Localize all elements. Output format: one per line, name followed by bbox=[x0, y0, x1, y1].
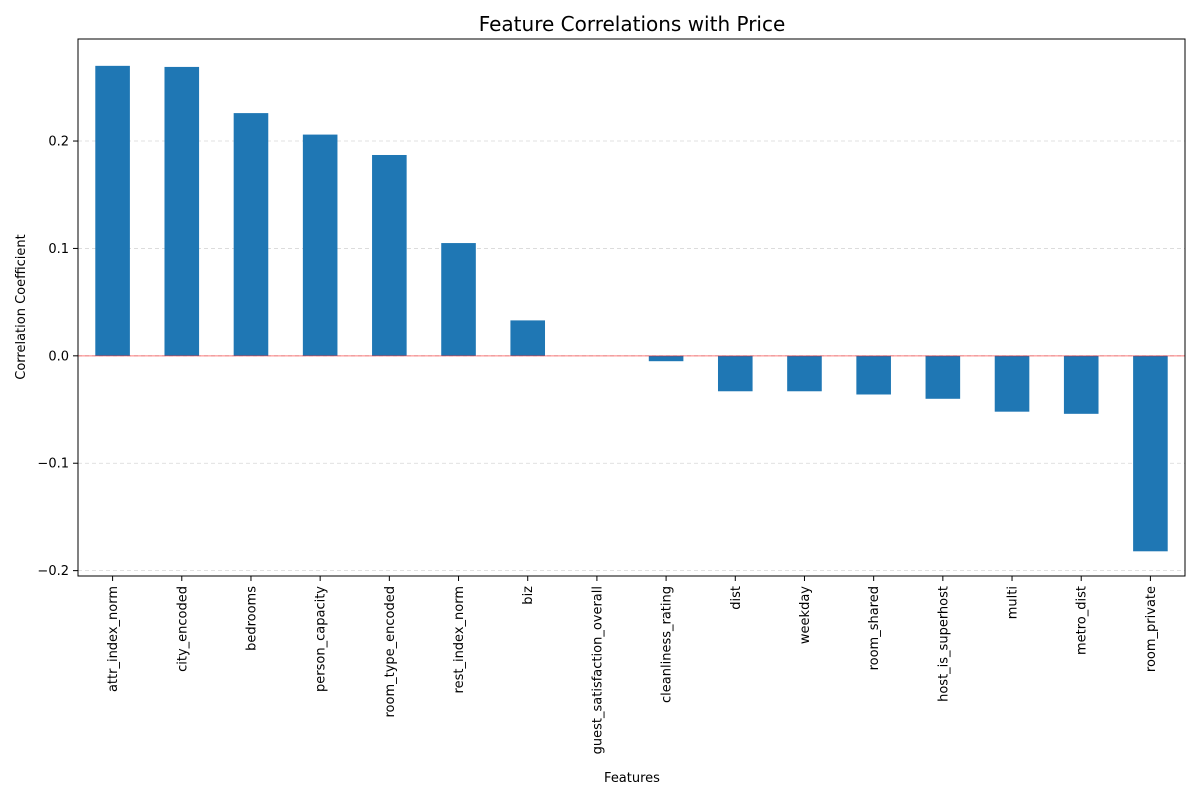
bar-bedrooms bbox=[233, 113, 269, 356]
x-tick-label: cleanliness_rating bbox=[660, 586, 675, 703]
y-tick-label: 0.0 bbox=[48, 349, 69, 364]
bar-attr_index_norm bbox=[95, 65, 130, 356]
y-axis-ticks: −0.2 −0.1 0.0 0.1 0.2 bbox=[37, 135, 78, 579]
bar-multi bbox=[994, 355, 1030, 412]
bar-room_private bbox=[1133, 355, 1168, 552]
x-tick-label: room_shared bbox=[867, 586, 882, 670]
bar-host_is_superhost bbox=[925, 355, 961, 399]
x-tick-label: dist bbox=[729, 586, 744, 610]
bar-room_shared bbox=[856, 355, 891, 395]
y-tick-label: 0.1 bbox=[48, 242, 69, 257]
x-axis-ticks: attr_index_norm city_encoded bedrooms perso… bbox=[106, 576, 1159, 754]
y-axis-label: Correlation Coefficient bbox=[14, 234, 29, 380]
bar-city_encoded bbox=[164, 66, 200, 356]
x-tick-label: guest_satisfaction_overall bbox=[590, 586, 605, 754]
bar-person_capacity bbox=[302, 134, 338, 356]
x-tick-label: person_capacity bbox=[314, 586, 329, 692]
x-tick-label: city_encoded bbox=[175, 586, 190, 672]
bars bbox=[95, 65, 1168, 552]
bar-cleanliness_rating bbox=[648, 355, 684, 362]
bar-biz bbox=[510, 320, 546, 356]
y-tick-label: −0.1 bbox=[37, 457, 69, 472]
x-tick-label: attr_index_norm bbox=[106, 586, 121, 692]
plot-frame bbox=[77, 38, 1186, 577]
x-tick-label: weekday bbox=[798, 586, 813, 644]
bar-rest_index_norm bbox=[441, 243, 476, 356]
x-tick-label: multi bbox=[1006, 586, 1021, 619]
x-tick-label: room_type_encoded bbox=[383, 586, 398, 718]
bar-room_type_encoded bbox=[372, 154, 407, 356]
bar-weekday bbox=[787, 355, 822, 392]
y-tick-label: 0.2 bbox=[48, 135, 69, 150]
x-tick-label: room_private bbox=[1144, 586, 1159, 672]
chart-title: Feature Correlations with Price bbox=[479, 12, 786, 36]
x-tick-label: bedrooms bbox=[244, 586, 259, 651]
x-tick-label: host_is_superhost bbox=[936, 586, 951, 702]
y-tick-label: −0.2 bbox=[37, 564, 69, 579]
x-axis-label: Features bbox=[604, 771, 660, 786]
x-tick-label: rest_index_norm bbox=[452, 586, 467, 693]
bar-dist bbox=[717, 355, 753, 392]
x-tick-label: biz bbox=[521, 586, 536, 605]
x-tick-label: metro_dist bbox=[1075, 586, 1090, 655]
bar-metro_dist bbox=[1063, 355, 1099, 414]
